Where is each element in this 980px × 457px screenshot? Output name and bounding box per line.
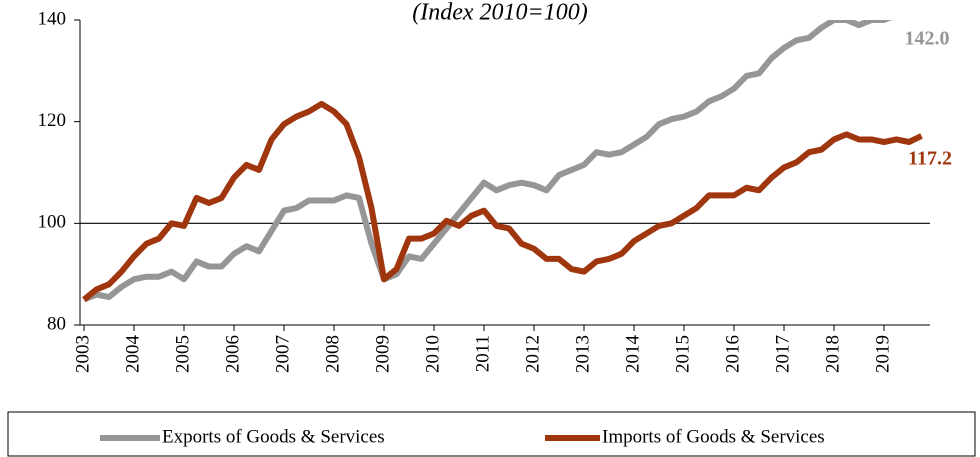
x-tick-label: 2017 <box>772 335 793 373</box>
x-tick-label: 2013 <box>572 335 593 373</box>
series-line <box>82 20 892 303</box>
x-tick-label: 2010 <box>422 335 443 373</box>
x-tick-label: 2007 <box>272 335 293 373</box>
x-tick-label: 2018 <box>822 335 843 373</box>
series-line <box>82 100 923 302</box>
end-label: 142.0 <box>905 28 950 50</box>
x-tick-label: 2009 <box>372 335 393 373</box>
legend-label: Imports of Goods & Services <box>602 426 825 447</box>
x-tick-label: 2016 <box>722 335 743 373</box>
end-label: 117.2 <box>908 148 952 170</box>
chart-title: (Index 2010=100) <box>412 0 587 26</box>
legend-box <box>7 411 976 457</box>
x-tick-label: 2019 <box>872 335 893 373</box>
legend-label: Exports of Goods & Services <box>162 426 385 447</box>
y-tick-label: 140 <box>38 8 67 29</box>
x-tick-label: 2003 <box>72 335 93 373</box>
y-tick-label: 100 <box>38 212 67 233</box>
x-tick-label: 2015 <box>672 335 693 373</box>
x-tick-label: 2011 <box>472 335 493 372</box>
y-tick-label: 120 <box>38 110 67 131</box>
x-tick-label: 2014 <box>622 335 643 374</box>
x-tick-label: 2012 <box>522 335 543 373</box>
y-tick-label: 80 <box>47 313 66 334</box>
x-tick-label: 2004 <box>122 335 143 374</box>
x-tick-label: 2006 <box>222 335 243 373</box>
x-tick-label: 2005 <box>172 335 193 373</box>
x-tick-label: 2008 <box>322 335 343 373</box>
